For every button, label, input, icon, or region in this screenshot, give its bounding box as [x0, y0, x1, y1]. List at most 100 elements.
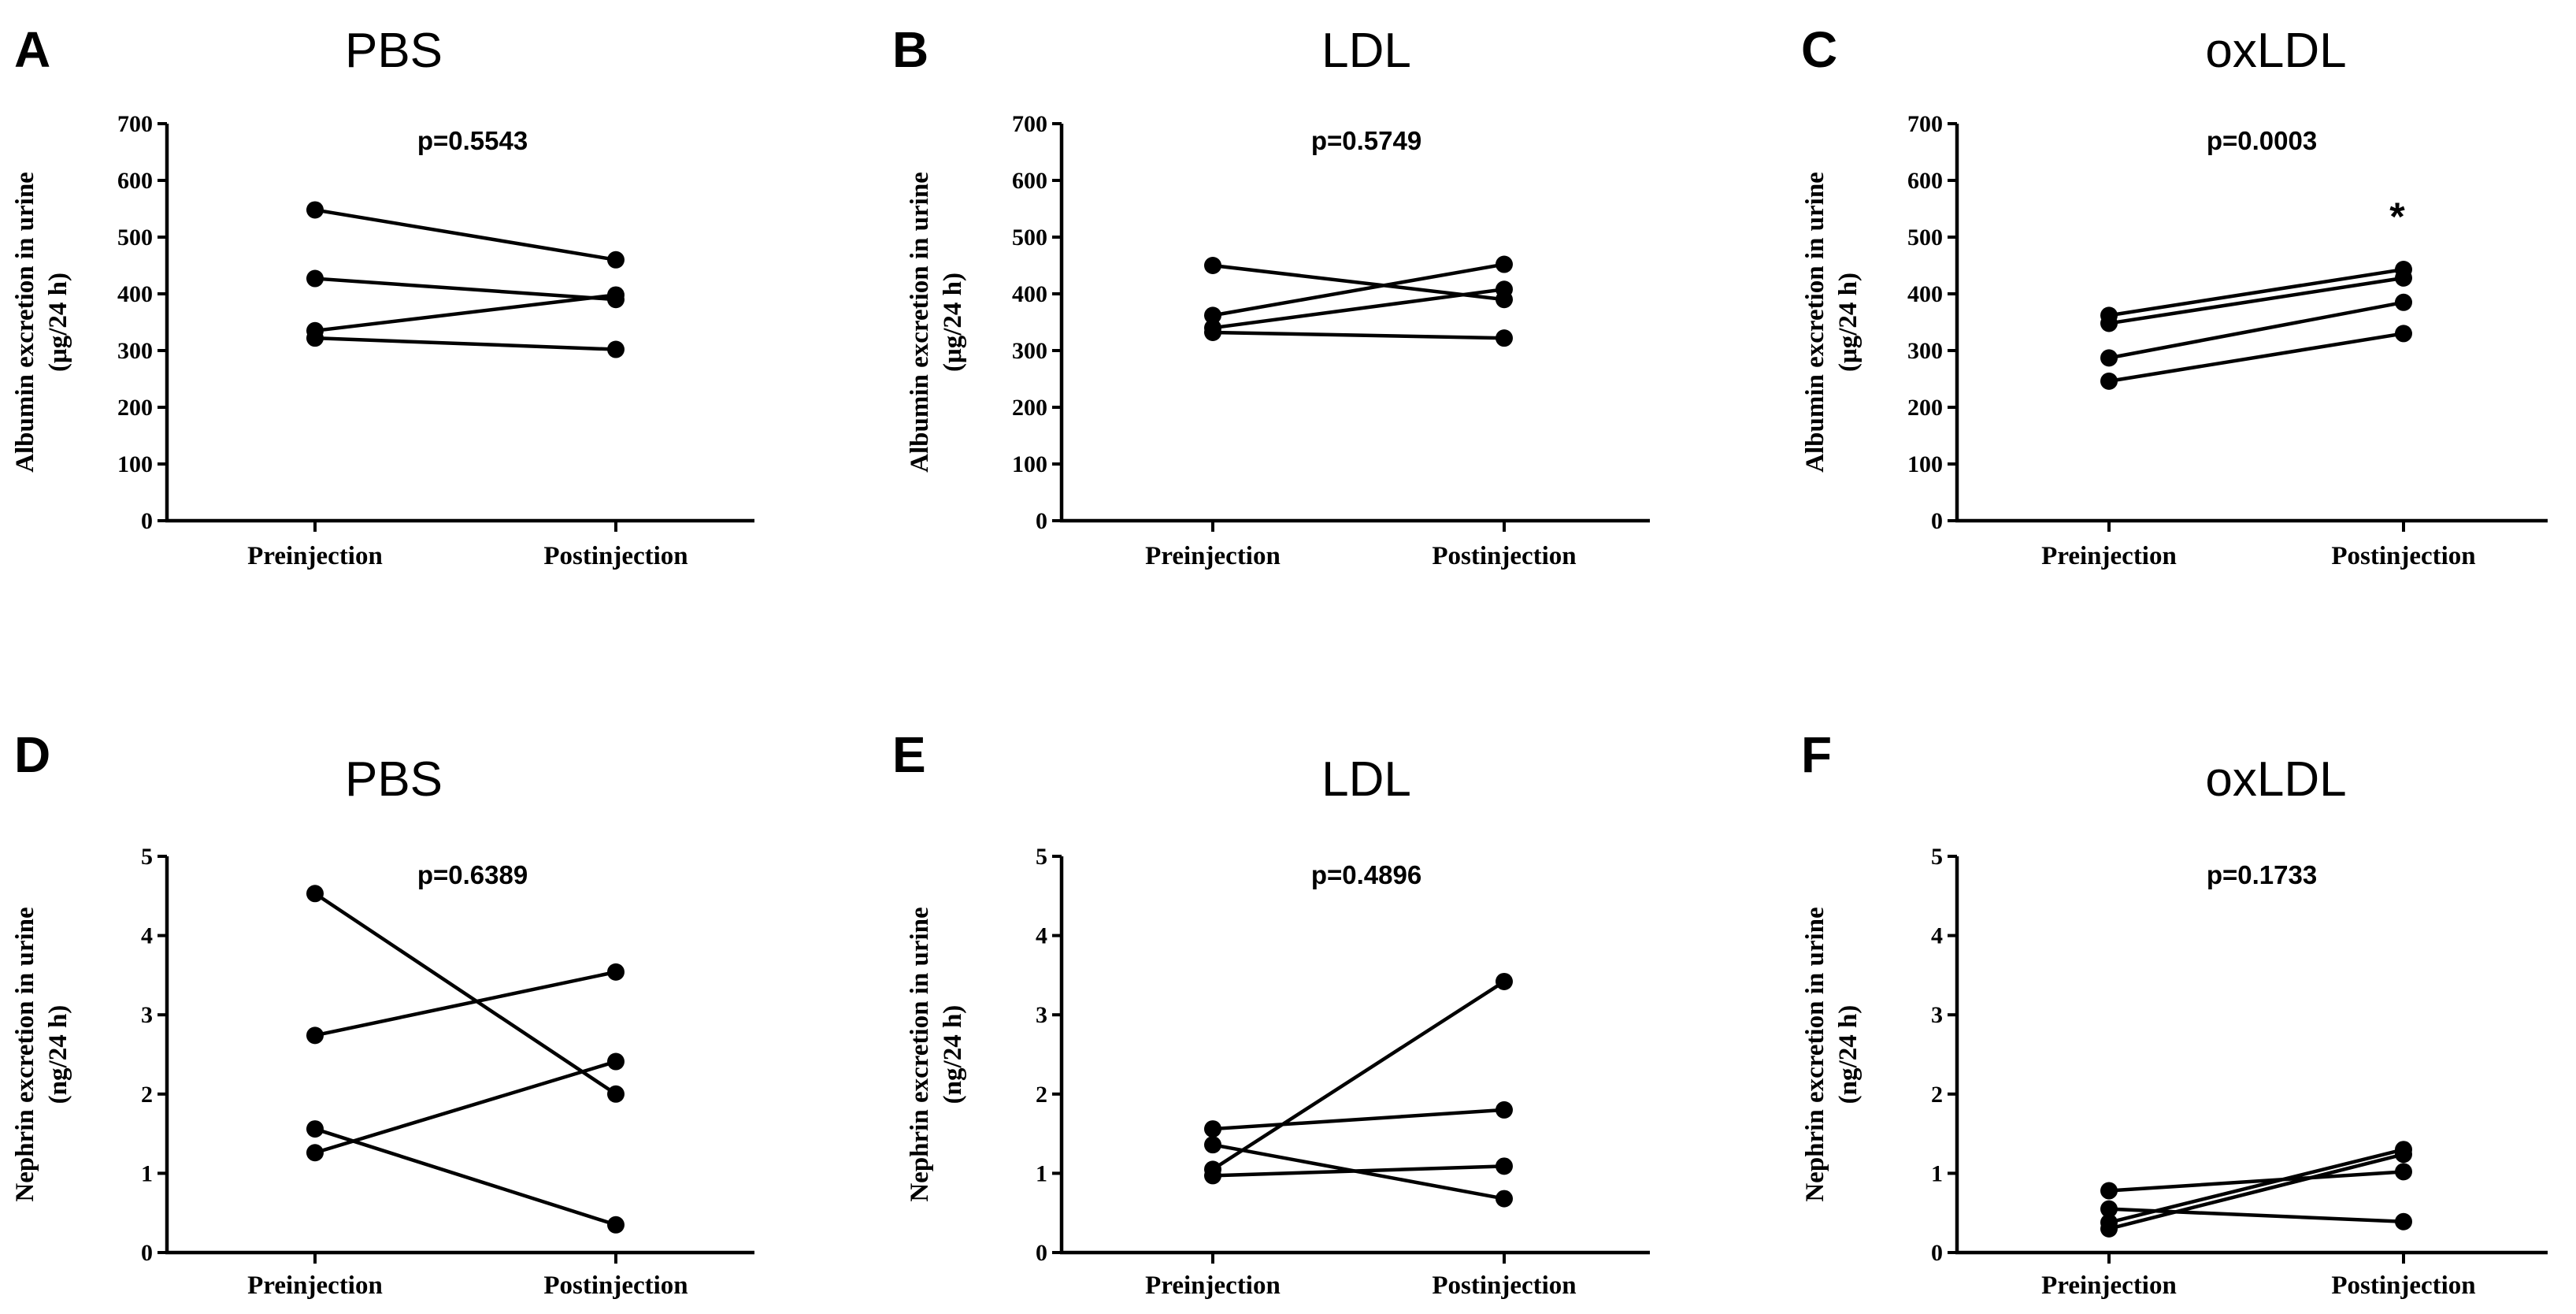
- panel-f-series-line-subject-4: [2109, 1154, 2404, 1229]
- panel-e-ylabel-line2: (ng/24 h): [939, 1005, 967, 1104]
- panel-e-point-subject-2-preinjection: [1204, 1136, 1221, 1153]
- panel-d-y-tick-label: 1: [141, 1160, 153, 1186]
- panel-c-x-tick-label: Preinjection: [2041, 542, 2177, 570]
- panel-c-series-line-subject-1: [2109, 269, 2404, 315]
- panel-e-point-subject-1-postinjection: [1496, 1101, 1513, 1119]
- panel-f-y-tick-label: 1: [1931, 1160, 1943, 1186]
- panel-e-point-subject-3-postinjection: [1496, 973, 1513, 990]
- panel-a-y-tick-label: 100: [117, 451, 153, 477]
- panel-b-y-tick-label: 100: [1012, 451, 1047, 477]
- panel-c-y-tick-label: 600: [1907, 168, 1943, 194]
- panel-b-pvalue: p=0.5749: [1311, 126, 1421, 155]
- panel-f-point-subject-1-postinjection: [2395, 1163, 2412, 1180]
- panel-b-ylabel-line1: Albumin excretion in urine: [906, 172, 934, 473]
- panel-f-y-tick-label: 0: [1931, 1240, 1943, 1266]
- panel-d-y-tick-label: 0: [141, 1240, 153, 1266]
- panel-b-y-tick-label: 300: [1012, 338, 1047, 364]
- panel-a-point-subject-2-preinjection: [306, 270, 324, 288]
- panel-b-point-subject-3-postinjection: [1496, 280, 1513, 298]
- panel-f-point-subject-1-preinjection: [2100, 1182, 2118, 1200]
- panel-c-y-tick-label: 200: [1907, 395, 1943, 421]
- panel-e-y-tick-label: 4: [1036, 923, 1047, 949]
- panel-e-point-subject-2-postinjection: [1496, 1190, 1513, 1208]
- panel-b-point-subject-4-postinjection: [1496, 329, 1513, 347]
- panel-d-title: PBS: [345, 752, 443, 807]
- panel-d-series-line-subject-4: [315, 1062, 616, 1153]
- panel-e-y-tick-label: 1: [1036, 1160, 1047, 1186]
- panel-e-title: LDL: [1321, 752, 1411, 807]
- panel-a-series-line-subject-4: [315, 338, 616, 349]
- panel-a-series-line-subject-1: [315, 210, 616, 259]
- panel-b-point-subject-4-preinjection: [1204, 324, 1221, 341]
- panel-c-series-line-subject-2: [2109, 278, 2404, 324]
- panel-b-letter: B: [892, 21, 928, 78]
- panel-d-y-tick-label: 4: [141, 923, 153, 949]
- panel-f-y-tick-label: 4: [1931, 923, 1943, 949]
- panel-d-series-line-subject-1: [315, 893, 616, 1094]
- panel-e-ylabel-line1: Nephrin excretion in urine: [906, 907, 934, 1201]
- panel-b-y-tick-label: 600: [1012, 168, 1047, 194]
- panel-c-y-tick-label: 400: [1907, 281, 1943, 307]
- panel-f-x-tick-label: Postinjection: [2331, 1271, 2475, 1300]
- panel-d-point-subject-4-postinjection: [607, 1053, 625, 1071]
- panel-e-x-tick-label: Postinjection: [1432, 1271, 1576, 1300]
- panel-a-ylabel-line1: Albumin excretion in urine: [11, 172, 39, 473]
- panel-e-point-subject-4-postinjection: [1496, 1157, 1513, 1175]
- panel-f-series-line-subject-1: [2109, 1171, 2404, 1190]
- panel-e-y-tick-label: 5: [1036, 844, 1047, 870]
- panel-c-y-tick-label: 100: [1907, 451, 1943, 477]
- panel-c-series-line-subject-3: [2109, 303, 2404, 358]
- panel-d-point-subject-1-preinjection: [306, 885, 324, 902]
- panel-c-y-tick-label: 300: [1907, 338, 1943, 364]
- panel-d-ylabel-line2: (ng/24 h): [44, 1005, 72, 1104]
- panel-e-point-subject-4-preinjection: [1204, 1167, 1221, 1184]
- panel-e-y-tick-label: 0: [1036, 1240, 1047, 1266]
- panel-f-point-subject-4-postinjection: [2395, 1145, 2412, 1163]
- panel-a-y-tick-label: 200: [117, 395, 153, 421]
- panel-a-series-line-subject-3: [315, 295, 616, 330]
- panel-b-ylabel-line2: (μg/24 h): [939, 273, 967, 372]
- panel-a-point-subject-1-postinjection: [607, 251, 625, 269]
- panel-d-point-subject-3-postinjection: [607, 1216, 625, 1234]
- panel-a-y-tick-label: 700: [117, 111, 153, 137]
- panel-c-point-subject-4-postinjection: [2395, 325, 2412, 342]
- panel-d-series-line-subject-3: [315, 1129, 616, 1225]
- panel-d-pvalue: p=0.6389: [417, 860, 528, 889]
- panel-f-x-tick-label: Preinjection: [2041, 1271, 2177, 1300]
- panel-b-x-tick-label: Postinjection: [1432, 542, 1576, 570]
- panel-d-y-tick-label: 5: [141, 844, 153, 870]
- panel-e-x-tick-label: Preinjection: [1145, 1271, 1281, 1300]
- panel-d-series-line-subject-2: [315, 972, 616, 1035]
- panel-e-pvalue: p=0.4896: [1311, 860, 1421, 889]
- panel-c-significance-marker: *: [2389, 195, 2405, 239]
- panel-a-x-tick-label: Preinjection: [247, 542, 383, 570]
- panel-e-series-line-subject-1: [1213, 1110, 1504, 1129]
- panel-d-x-tick-label: Preinjection: [247, 1271, 383, 1300]
- panel-d-x-tick-label: Postinjection: [543, 1271, 688, 1300]
- panel-e-series-line-subject-3: [1213, 982, 1504, 1169]
- panel-c-point-subject-4-preinjection: [2100, 373, 2118, 390]
- panel-b-y-tick-label: 500: [1012, 225, 1047, 251]
- panel-b-y-tick-label: 0: [1036, 508, 1047, 534]
- panel-e-series-line-subject-4: [1213, 1166, 1504, 1175]
- panel-c-title: oxLDL: [2205, 24, 2346, 78]
- panel-a-y-tick-label: 500: [117, 225, 153, 251]
- panel-e-point-subject-1-preinjection: [1204, 1120, 1221, 1138]
- panel-a-ylabel-line2: (μg/24 h): [44, 273, 72, 372]
- panel-b-y-tick-label: 200: [1012, 395, 1047, 421]
- panel-d-point-subject-2-postinjection: [607, 963, 625, 981]
- panel-c-letter: C: [1801, 21, 1837, 78]
- panel-b-y-tick-label: 700: [1012, 111, 1047, 137]
- panel-c-point-subject-2-preinjection: [2100, 314, 2118, 332]
- panel-c-point-subject-3-preinjection: [2100, 349, 2118, 366]
- panel-a-y-tick-label: 300: [117, 338, 153, 364]
- panel-d-ylabel-line1: Nephrin excretion in urine: [11, 907, 39, 1201]
- panel-a-y-tick-label: 400: [117, 281, 153, 307]
- panel-a-title: PBS: [345, 24, 443, 78]
- panel-c-y-tick-label: 0: [1931, 508, 1943, 534]
- panel-a-point-subject-1-preinjection: [306, 201, 324, 218]
- panel-f-letter: F: [1801, 726, 1832, 783]
- panel-e-y-tick-label: 2: [1036, 1082, 1047, 1108]
- panel-a-point-subject-4-postinjection: [607, 341, 625, 358]
- panel-c-point-subject-2-postinjection: [2395, 269, 2412, 287]
